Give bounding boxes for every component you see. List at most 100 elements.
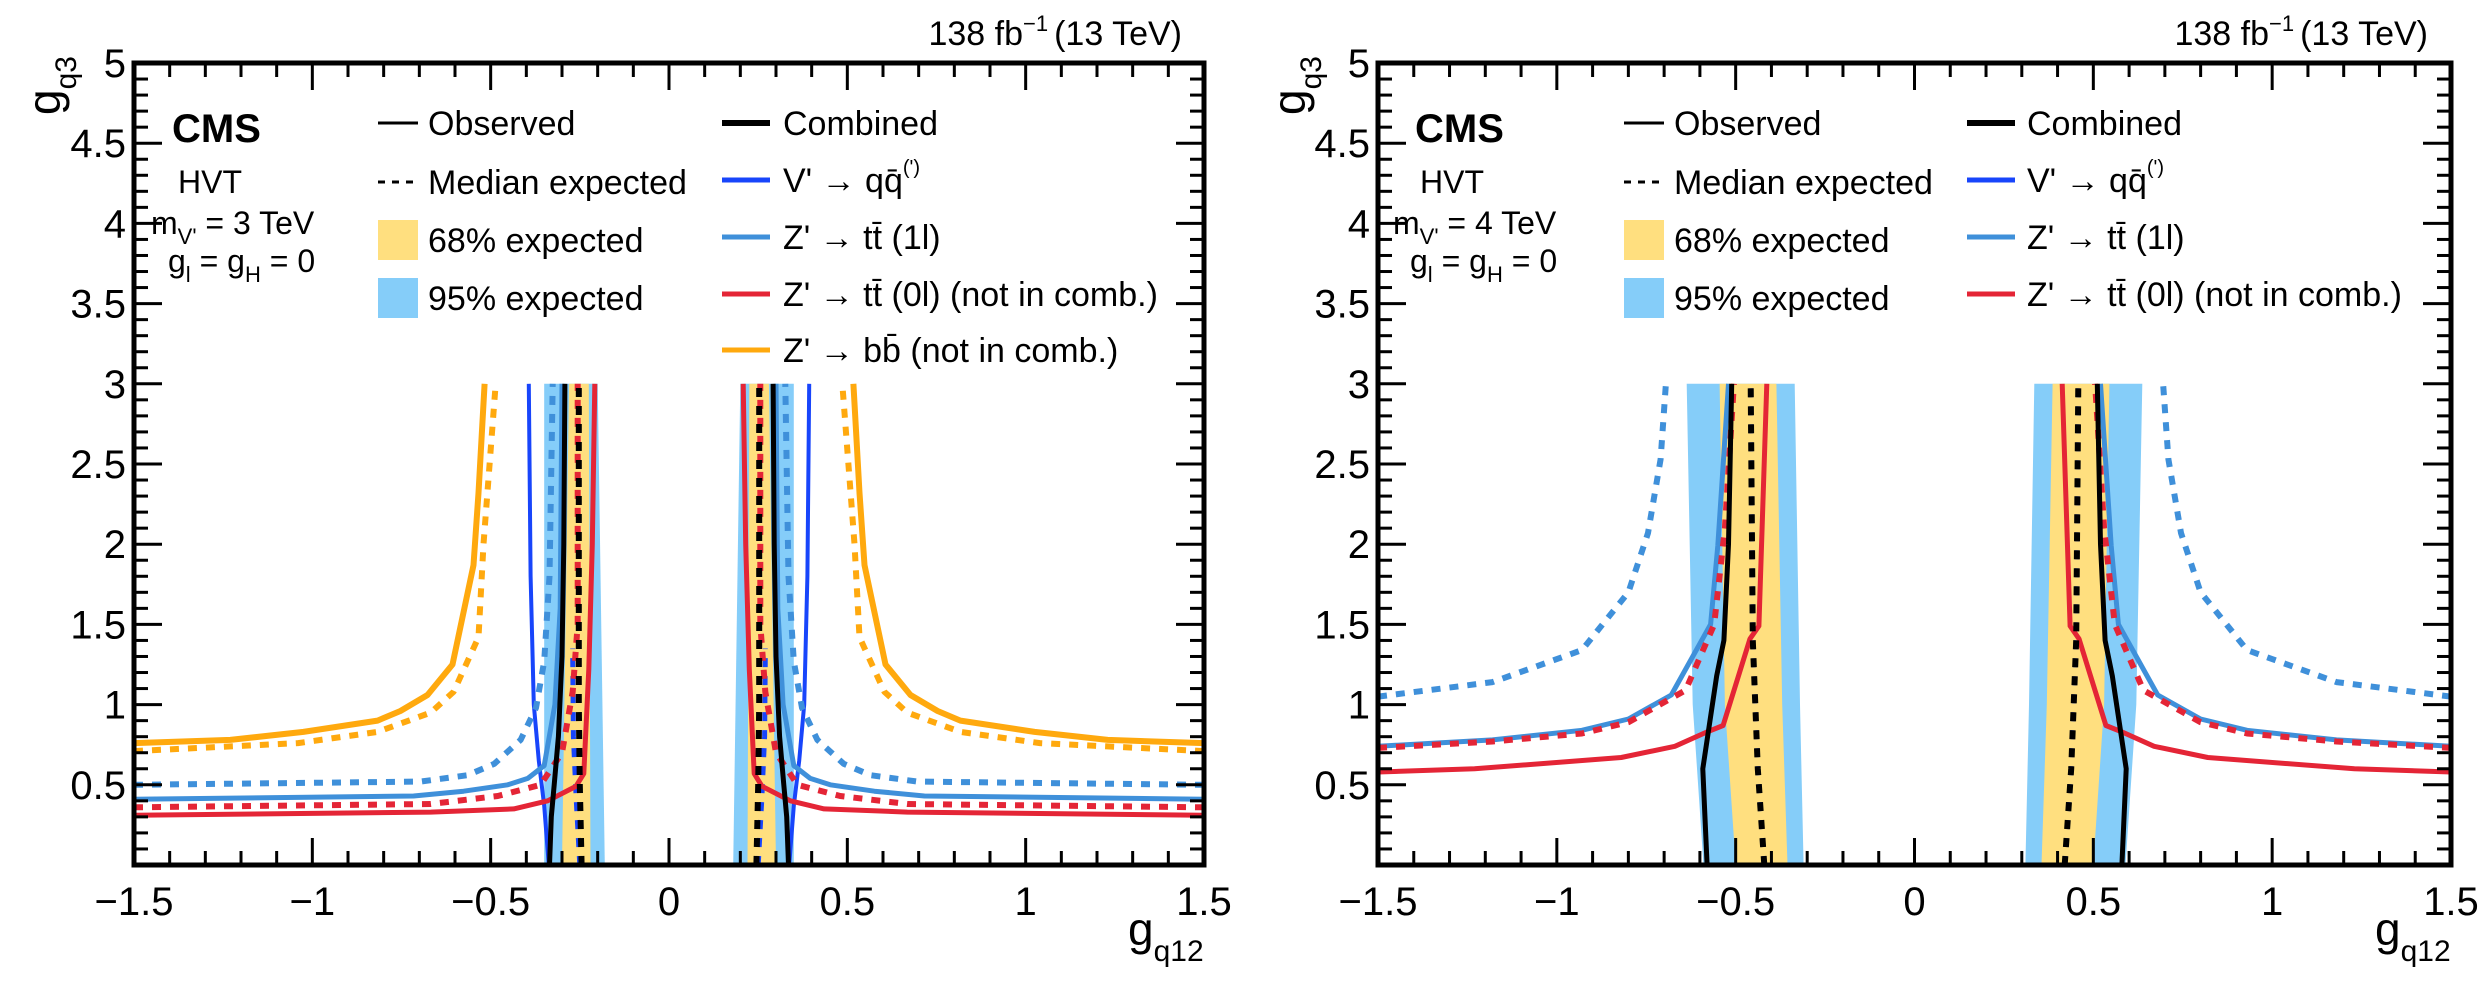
lumi-label: 138 fb−1 (13 TeV) bbox=[928, 11, 1182, 53]
coupling-eq: = g bbox=[191, 243, 245, 279]
x-tick-label: 0 bbox=[1903, 880, 1925, 924]
legend-band-swatch-icon bbox=[1624, 220, 1664, 260]
legend-label: 95% expected bbox=[428, 280, 644, 318]
model-mass: mV' = 4 TeV bbox=[1393, 205, 1557, 249]
legend-label-text: Combined bbox=[783, 105, 938, 143]
curve-combined-observed-left bbox=[547, 383, 568, 865]
y-tick-label: 2 bbox=[1348, 523, 1370, 567]
x-tick-label: −1 bbox=[1534, 880, 1580, 924]
y-tick-label: 1.5 bbox=[70, 603, 126, 647]
lumi-exponent: −1 bbox=[1023, 11, 1048, 36]
legend-entry-channel: Z' → tt̄ (0l) (not in comb.) bbox=[1967, 276, 2402, 314]
x-tick-label: −0.5 bbox=[451, 880, 530, 924]
legend-entry-dashed: Median expected bbox=[378, 164, 687, 202]
y-tick-label: 5 bbox=[104, 42, 126, 86]
energy-label: (13 TeV) bbox=[2300, 15, 2428, 53]
curve-z-bb-expected-left bbox=[134, 383, 499, 755]
mass-symbol: m bbox=[1393, 205, 1420, 241]
legend-label: Observed bbox=[428, 105, 575, 143]
curve-z-tt-1l-expected-right bbox=[2160, 383, 2451, 700]
legend-entry-channel: Z' → tt̄ (0l) (not in comb.) bbox=[722, 276, 1158, 314]
legend-label-text: Z' → tt̄ (0l) (not in comb.) bbox=[783, 276, 1158, 314]
curve-v-qq-expected-right bbox=[755, 648, 768, 865]
curve-z-tt-1l-observed-left bbox=[1378, 383, 1731, 749]
panel-4tev: −1.5 −1 −0.5 0 0.5 1 1.50.511.522.533.544.55gq… bbox=[1263, 11, 2479, 968]
legend-label-text: Z' → tt̄ (0l) (not in comb.) bbox=[2027, 276, 2402, 314]
coupling-zero: = 0 bbox=[1503, 243, 1557, 279]
y-tick-label: 2.5 bbox=[70, 443, 126, 487]
y-axis-title-sub: q3 bbox=[50, 56, 83, 89]
curve-z-tt-1l-expected-left bbox=[134, 383, 556, 788]
cms-label: CMS bbox=[172, 107, 261, 151]
legend-label-text: Z' → tt̄ (1l) bbox=[2027, 219, 2185, 257]
x-axis-title-sub: q12 bbox=[2401, 935, 2451, 968]
y-tick-label: 3.5 bbox=[70, 283, 126, 327]
y-tick-label: 4 bbox=[104, 202, 126, 246]
y-tick-label: 1.5 bbox=[1314, 603, 1370, 647]
mass-subscript: V' bbox=[178, 224, 197, 249]
legend-label: 68% expected bbox=[428, 222, 644, 260]
x-axis-title-main: g bbox=[1128, 903, 1154, 955]
curve-z-bb-observed-right bbox=[850, 383, 1204, 747]
y-axis-title: gq3 bbox=[1263, 56, 1328, 115]
y-tick-label: 3 bbox=[104, 363, 126, 407]
x-axis-title: gq12 bbox=[1128, 903, 1204, 968]
coupling-gl: g bbox=[1410, 243, 1428, 279]
panel-3tev: −1.5 −1 −0.5 0 0.5 1 1.50.511.522.533.544.55gq… bbox=[18, 11, 1232, 968]
legend-label-text: Combined bbox=[2027, 105, 2182, 143]
legend-entry-band95: 95% expected bbox=[378, 278, 644, 318]
y-axis-title-main: g bbox=[18, 89, 70, 115]
model-couplings: gl = gH = 0 bbox=[168, 243, 315, 287]
curve-combined-observed-right bbox=[770, 383, 791, 865]
curve-z-tt-1l-expected-right bbox=[782, 383, 1204, 788]
y-tick-label: 3.5 bbox=[1314, 283, 1370, 327]
legend-entry-channel: Z' → tt̄ (1l) bbox=[722, 219, 941, 257]
x-tick-label: 0.5 bbox=[2066, 880, 2122, 924]
x-tick-label: 0 bbox=[658, 880, 680, 924]
legend-entry-band95: 95% expected bbox=[1624, 278, 1890, 318]
legend-label: V' → qq̄(') bbox=[783, 157, 920, 200]
curve-combined-expected-left bbox=[575, 383, 585, 865]
legend-entry-solid: Observed bbox=[378, 105, 575, 143]
legend-label-text: V' → qq̄ bbox=[783, 162, 903, 200]
curve-z-tt-0l-expected-left bbox=[1378, 383, 1737, 751]
curve-z-tt-0l-expected-right bbox=[2092, 383, 2451, 751]
legend-band-swatch-icon bbox=[1624, 278, 1664, 318]
legend-label: V' → qq̄(') bbox=[2027, 157, 2164, 200]
curve-z-tt-0l-observed-left bbox=[134, 383, 598, 818]
coupling-eq: = g bbox=[1433, 243, 1487, 279]
legend-label-text: Z' → bb̄ (not in comb.) bbox=[783, 332, 1118, 370]
model-mass: mV' = 3 TeV bbox=[151, 205, 315, 249]
legend-entry-band68: 68% expected bbox=[1624, 220, 1890, 260]
model-couplings: gl = gH = 0 bbox=[1410, 243, 1557, 287]
legend-label: Z' → tt̄ (1l) bbox=[783, 219, 941, 257]
curve-z-tt-1l-observed-right bbox=[2098, 383, 2451, 749]
coupling-gl-sub: l bbox=[186, 262, 191, 287]
lumi-value: 138 fb bbox=[2174, 15, 2269, 53]
y-tick-label: 4.5 bbox=[1314, 122, 1370, 166]
legend-label-sup: (') bbox=[2147, 157, 2164, 179]
x-tick-label: −0.5 bbox=[1696, 880, 1775, 924]
x-tick-label: 1 bbox=[1015, 880, 1037, 924]
curve-z-tt-1l-observed-right bbox=[773, 383, 1204, 802]
legend-label-sup: (') bbox=[903, 157, 920, 179]
energy-label: (13 TeV) bbox=[1054, 15, 1182, 53]
legend-entry-channel: Z' → bb̄ (not in comb.) bbox=[722, 332, 1118, 370]
curve-z-tt-0l-observed-right bbox=[740, 383, 1204, 818]
y-tick-label: 1 bbox=[104, 684, 126, 728]
legend-label: Median expected bbox=[428, 164, 687, 202]
x-tick-label: 0.5 bbox=[820, 880, 876, 924]
x-tick-label: −1.5 bbox=[95, 880, 174, 924]
plot-area bbox=[1378, 383, 2451, 865]
coupling-gl: g bbox=[168, 243, 186, 279]
curve-v-qq-observed-left bbox=[526, 383, 551, 865]
lumi-label: 138 fb−1 (13 TeV) bbox=[2174, 11, 2428, 53]
y-tick-label: 5 bbox=[1348, 42, 1370, 86]
legend-label: 95% expected bbox=[1674, 280, 1890, 318]
coupling-gh-sub: H bbox=[245, 262, 261, 287]
legend-label-text: Z' → tt̄ (1l) bbox=[783, 219, 941, 257]
curve-z-tt-1l-observed-left bbox=[134, 383, 565, 802]
legend-band-swatch-icon bbox=[378, 220, 418, 260]
y-tick-label: 0.5 bbox=[1314, 764, 1370, 808]
